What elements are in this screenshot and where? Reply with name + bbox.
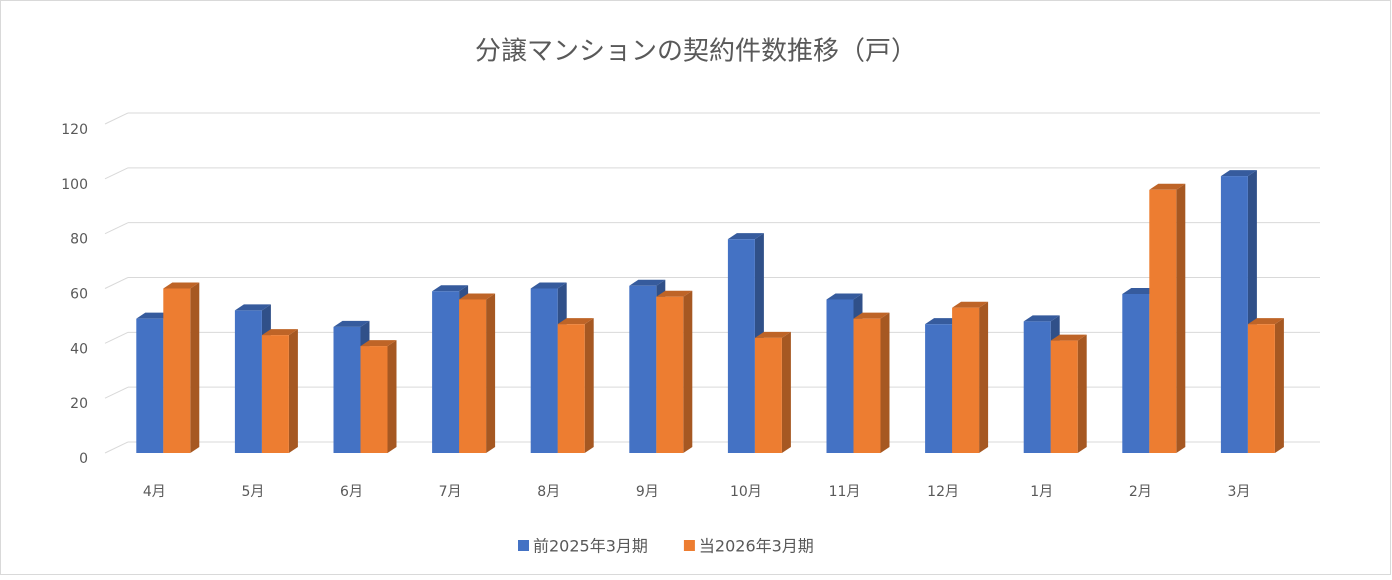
bar-top (432, 285, 469, 292)
bar-top (234, 304, 271, 311)
bar-top (1220, 170, 1257, 177)
grid-line (104, 167, 129, 180)
bar-top (557, 318, 594, 325)
x-tick-label: 8月 (537, 484, 560, 500)
bar-side (1274, 318, 1284, 453)
bar (952, 307, 980, 453)
bar (557, 324, 585, 453)
bar (459, 299, 487, 453)
bar (826, 299, 854, 453)
y-tick-label: 120 (61, 122, 88, 138)
bar (333, 326, 361, 453)
bar-side (781, 331, 791, 453)
bar-top (1247, 318, 1284, 325)
y-tick-label: 0 (79, 451, 88, 467)
grid-line (104, 386, 129, 399)
bar-top (1023, 315, 1060, 322)
bar (1247, 324, 1275, 453)
bar-top (333, 320, 370, 327)
bar (1050, 340, 1078, 453)
x-tick-label: 4月 (143, 484, 166, 500)
x-tick-label: 10月 (730, 484, 762, 500)
bar-top (163, 282, 200, 289)
x-tick-label: 11月 (829, 484, 861, 500)
bar-top (853, 312, 890, 319)
bar (530, 288, 558, 453)
bar (234, 310, 262, 453)
legend-swatch (518, 540, 529, 551)
y-tick-label: 100 (61, 177, 88, 193)
bar (629, 285, 657, 453)
bar-side (1077, 334, 1087, 453)
grid-line (104, 441, 129, 454)
x-tick-label: 2月 (1129, 484, 1152, 500)
bar-side (486, 293, 496, 453)
grid-line (104, 277, 129, 289)
chart-title: 分譲マンションの契約件数推移（戸） (475, 37, 917, 67)
grid-line (104, 112, 129, 125)
bar (136, 318, 164, 453)
x-tick-label: 3月 (1227, 484, 1250, 500)
bar-side (288, 329, 298, 453)
x-tick-label: 12月 (927, 484, 959, 500)
bar-top (530, 282, 567, 289)
bar (925, 324, 953, 453)
bar-top (1050, 334, 1087, 341)
bar (163, 288, 191, 453)
bar-side (979, 301, 989, 453)
legend-label: 前2025年3月期 (533, 537, 648, 556)
bar (1149, 189, 1177, 454)
bar-top (754, 331, 791, 338)
legend-label: 当2026年3月期 (699, 537, 814, 556)
bar-side (683, 290, 693, 453)
bar-top (952, 301, 989, 308)
bar-top (1149, 183, 1186, 190)
x-tick-label: 1月 (1030, 484, 1053, 500)
bar-side (880, 312, 890, 453)
bar (754, 337, 782, 453)
bar-top (727, 233, 764, 240)
bar (1220, 176, 1248, 453)
grid-line (104, 331, 129, 344)
x-tick-label: 6月 (340, 484, 363, 500)
x-tick-label: 9月 (636, 484, 659, 500)
y-tick-label: 40 (70, 341, 88, 357)
y-tick-label: 20 (70, 396, 88, 412)
bar-top (459, 293, 496, 300)
x-tick-label: 5月 (241, 484, 264, 500)
bar (261, 335, 289, 453)
legend-swatch (683, 540, 695, 551)
y-tick-label: 80 (70, 232, 88, 248)
grid-line (104, 222, 129, 235)
bar-side (387, 340, 397, 453)
bar (432, 291, 460, 453)
bar-top (261, 329, 298, 336)
bar-top (629, 279, 666, 286)
bar-top (826, 293, 863, 300)
bar (656, 296, 684, 453)
bar-top (360, 340, 397, 347)
bar (1122, 293, 1150, 453)
x-tick-label: 7月 (439, 484, 462, 500)
bar-side (584, 318, 594, 453)
y-tick-label: 60 (70, 287, 88, 303)
bar (853, 318, 881, 453)
bar (1023, 321, 1051, 453)
bar-top (656, 290, 693, 297)
bar-side (190, 282, 200, 453)
bar (360, 346, 388, 453)
bar-side (1176, 183, 1186, 454)
bar (727, 239, 755, 453)
